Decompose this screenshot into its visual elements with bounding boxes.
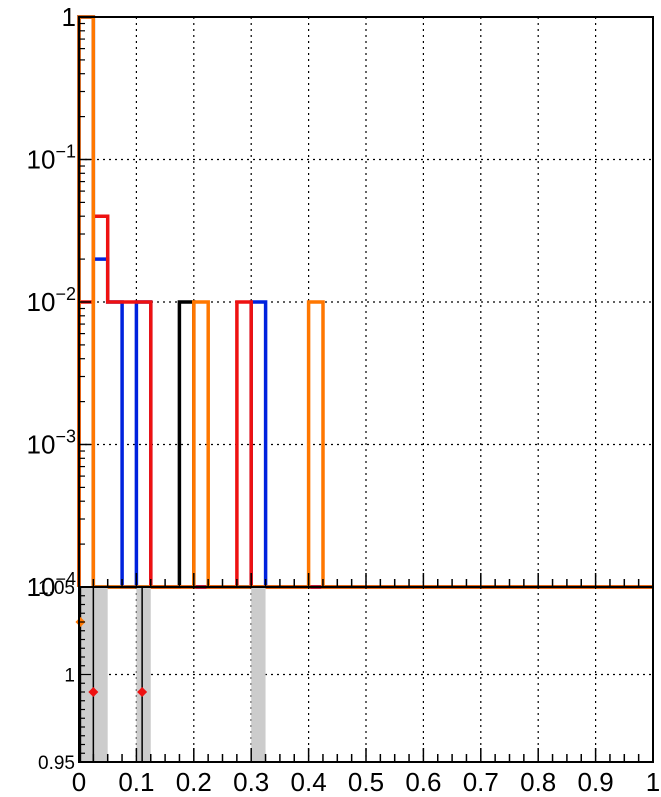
x-tick-label: 0.8: [520, 767, 556, 797]
y-tick-base: 10: [27, 145, 56, 175]
top-y-tick-label: 1: [62, 2, 76, 32]
uncertainty-band-1: [136, 587, 151, 762]
x-tick-label: 0.1: [118, 767, 154, 797]
bottom-panel-grid: [79, 586, 653, 762]
x-tick-label: 1: [646, 767, 660, 797]
ratio-point-1: [88, 687, 99, 697]
bottom-panel-bands: [79, 587, 266, 762]
y-tick-base: 1: [62, 2, 76, 32]
y-tick-base: 10: [27, 572, 56, 602]
ratio-point-2: [137, 687, 148, 697]
y-tick-base: 10: [27, 430, 56, 460]
x-tick-label: 0.6: [405, 767, 441, 797]
uncertainty-band-2: [251, 587, 266, 762]
y-tick-exponent: −2: [55, 284, 76, 304]
y-tick-exponent: −3: [55, 427, 76, 447]
bottom-y-tick-label: 1: [64, 666, 75, 687]
x-tick-label: 0.2: [176, 767, 212, 797]
top-y-tick-label: 10−1: [27, 142, 76, 175]
x-tick-label: 0.3: [233, 767, 269, 797]
x-tick-label: 0.5: [348, 767, 384, 797]
x-tick-label: 0.4: [291, 767, 327, 797]
y-tick-base: 10: [27, 287, 56, 317]
x-tick-label: 0: [72, 767, 86, 797]
tick-labels: 0 0.1 0.2 0.3 0.4 0.5 0.6 0.7 0.8 0.9 110−410−310−…: [27, 2, 661, 797]
y-tick-exponent: −1: [55, 142, 76, 162]
x-tick-label: 0.7: [463, 767, 499, 797]
top-y-tick-label: 10−2: [27, 284, 76, 317]
top-y-tick-label: 10−3: [27, 427, 76, 460]
top-panel-grid: [79, 16, 653, 587]
y-tick-exponent: −4: [55, 569, 76, 589]
bottom-y-tick-label: 1.05: [38, 578, 75, 599]
axis-ticks: [78, 16, 654, 763]
bottom-y-tick-label: 0.95: [38, 753, 75, 774]
x-tick-label: 0.9: [578, 767, 614, 797]
top-y-tick-label: 10−4: [27, 569, 76, 602]
